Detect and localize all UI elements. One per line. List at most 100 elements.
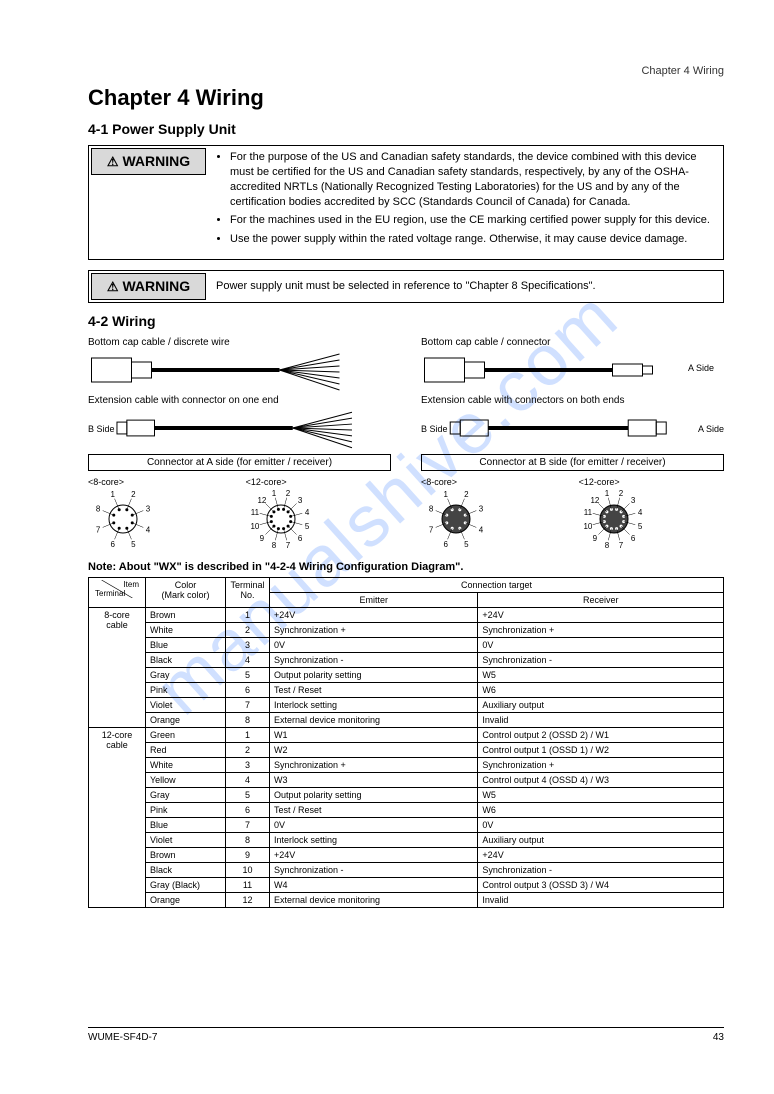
cable-tr-caption: Bottom cap cable / connector: [421, 337, 724, 348]
warning-label-text: WARNING: [122, 153, 190, 169]
core8-label-b: <8-core>: [421, 477, 566, 487]
svg-text:1: 1: [110, 490, 115, 499]
page-content: Chapter 4 Wiring Chapter 4 Wiring 4-1 Po…: [88, 65, 724, 908]
table-row: Brown9+24V+24V: [89, 848, 724, 863]
svg-text:2: 2: [464, 490, 469, 499]
warning-item: For the machines used in the EU region, …: [230, 213, 715, 228]
table-row: Red2W2Control output 1 (OSSD 1) / W2: [89, 743, 724, 758]
pin-b-8-svg: 12345678: [421, 489, 491, 549]
warning-box-2: ⚠ WARNING Power supply unit must be sele…: [88, 270, 724, 303]
table-row: Gray5Output polarity settingW5: [89, 668, 724, 683]
table-row: White2Synchronization +Synchronization +: [89, 623, 724, 638]
cable-tr-drawing: [421, 350, 724, 392]
table-row: Black10Synchronization -Synchronization …: [89, 863, 724, 878]
warning-icon: ⚠: [107, 154, 119, 169]
diag-bottom: Terminal: [95, 589, 125, 598]
table-row: Black4Synchronization -Synchronization -: [89, 653, 724, 668]
table-row: Pink6Test / ResetW6: [89, 683, 724, 698]
pin-a-8-svg: 12345678: [88, 489, 158, 549]
svg-text:3: 3: [146, 505, 151, 514]
svg-text:6: 6: [443, 540, 448, 549]
svg-text:6: 6: [630, 534, 635, 543]
col-emitter: Emitter: [270, 593, 478, 608]
table-row: Pink6Test / ResetW6: [89, 803, 724, 818]
table-row: Orange8External device monitoringInvalid: [89, 713, 724, 728]
chapter-title: Chapter 4 Wiring: [88, 85, 724, 111]
svg-text:12: 12: [257, 496, 266, 505]
core8-label: <8-core>: [88, 477, 233, 487]
cable-bl-caption: Extension cable with connector on one en…: [88, 395, 391, 406]
cable-tl-caption: Bottom cap cable / discrete wire: [88, 337, 391, 348]
warning-box-1: ⚠ WARNING For the purpose of the US and …: [88, 145, 724, 260]
table-row: Yellow4W3Control output 4 (OSSD 4) / W3: [89, 773, 724, 788]
svg-text:2: 2: [618, 489, 623, 498]
pin-assignment-table: Item Terminal Color (Mark color) Termina…: [88, 577, 724, 908]
svg-text:10: 10: [583, 522, 592, 531]
page-footer: WUME-SF4D-7 43: [88, 1027, 724, 1043]
b-side-label-left: B Side: [88, 424, 115, 434]
svg-text:6: 6: [297, 534, 302, 543]
svg-text:12: 12: [590, 496, 599, 505]
svg-text:11: 11: [250, 508, 259, 517]
cable-br-drawing: [448, 408, 698, 450]
svg-text:4: 4: [479, 525, 484, 534]
svg-text:11: 11: [583, 508, 592, 517]
svg-text:9: 9: [592, 534, 597, 543]
warning-label-2: ⚠ WARNING: [91, 273, 206, 300]
connector-a-box: Connector at A side (for emitter / recei…: [88, 454, 391, 471]
svg-text:8: 8: [429, 505, 434, 514]
col-receiver: Receiver: [478, 593, 724, 608]
cable-bottom-left: Extension cable with connector on one en…: [88, 395, 391, 551]
svg-text:7: 7: [618, 541, 623, 549]
table-row: 8-core cableBrown1+24V+24V: [89, 608, 724, 623]
warning-item: Use the power supply within the rated vo…: [230, 232, 715, 247]
footer-left: WUME-SF4D-7: [88, 1032, 157, 1043]
a-side-label-right: A Side: [698, 424, 724, 434]
b-side-label-right: B Side: [421, 424, 448, 434]
pin-b-12core: <12-core> 123456789101112: [579, 477, 724, 551]
table-row: White3Synchronization +Synchronization +: [89, 758, 724, 773]
svg-text:5: 5: [637, 522, 642, 531]
core12-label-b: <12-core>: [579, 477, 724, 487]
svg-text:8: 8: [604, 541, 609, 549]
footer-right: 43: [713, 1032, 724, 1043]
cable-bottom-right: Extension cable with connectors on both …: [421, 395, 724, 551]
svg-text:4: 4: [304, 508, 309, 517]
svg-text:4: 4: [146, 525, 151, 534]
svg-text:10: 10: [250, 522, 259, 531]
warning-label-1: ⚠ WARNING: [91, 148, 206, 175]
warning-body-1: For the purpose of the US and Canadian s…: [208, 146, 723, 259]
svg-text:4: 4: [637, 508, 642, 517]
diag-top: Item: [123, 580, 139, 589]
pin-a-12core: <12-core> 123456789101112: [246, 477, 391, 551]
wiring-note: Note: About "WX" is described in "4-2-4 …: [88, 561, 724, 573]
svg-text:1: 1: [604, 489, 609, 498]
table-row: 12-core cableGreen1W1Control output 2 (O…: [89, 728, 724, 743]
svg-text:2: 2: [285, 489, 290, 498]
svg-text:7: 7: [285, 541, 290, 549]
svg-text:6: 6: [110, 540, 115, 549]
svg-text:9: 9: [259, 534, 264, 543]
table-row: Blue70V0V: [89, 818, 724, 833]
svg-text:3: 3: [297, 496, 302, 505]
svg-text:5: 5: [464, 540, 469, 549]
svg-text:3: 3: [630, 496, 635, 505]
cable-bl-drawing: [115, 408, 391, 450]
cable-br-caption: Extension cable with connectors on both …: [421, 395, 724, 406]
warning-body-2: Power supply unit must be selected in re…: [208, 271, 723, 302]
svg-text:7: 7: [96, 525, 101, 534]
table-row: Gray5Output polarity settingW5: [89, 788, 724, 803]
warning-item: For the purpose of the US and Canadian s…: [230, 150, 715, 209]
svg-text:8: 8: [96, 505, 101, 514]
section-4-2-title: 4-2 Wiring: [88, 313, 724, 329]
cable-diagram-grid: Bottom cap cable / discrete wire Bottom …: [88, 337, 724, 551]
table-row: Gray (Black)11W4Control output 3 (OSSD 3…: [89, 878, 724, 893]
svg-text:1: 1: [271, 489, 276, 498]
table-row: Orange12External device monitoringInvali…: [89, 893, 724, 908]
warning-icon: ⚠: [107, 279, 119, 294]
svg-text:3: 3: [479, 505, 484, 514]
table-row: Blue30V0V: [89, 638, 724, 653]
svg-text:5: 5: [131, 540, 136, 549]
cable-top-left: Bottom cap cable / discrete wire: [88, 337, 391, 395]
section-4-1-title: 4-1 Power Supply Unit: [88, 121, 724, 137]
